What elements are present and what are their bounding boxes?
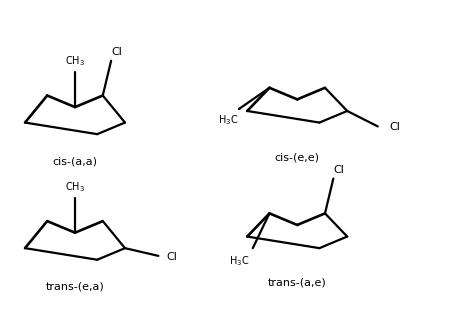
Text: trans-(e,a): trans-(e,a) — [45, 282, 104, 292]
Text: H$_3$C: H$_3$C — [218, 113, 238, 127]
Text: Cl: Cl — [166, 252, 178, 262]
Text: Cl: Cl — [111, 47, 122, 57]
Text: cis-(e,e): cis-(e,e) — [274, 152, 320, 162]
Text: cis-(a,a): cis-(a,a) — [53, 156, 98, 166]
Text: Cl: Cl — [389, 122, 400, 132]
Text: CH$_3$: CH$_3$ — [65, 55, 85, 68]
Text: H$_3$C: H$_3$C — [229, 254, 249, 268]
Text: Cl: Cl — [333, 165, 344, 175]
Text: CH$_3$: CH$_3$ — [65, 180, 85, 194]
Text: trans-(a,e): trans-(a,e) — [268, 278, 327, 288]
